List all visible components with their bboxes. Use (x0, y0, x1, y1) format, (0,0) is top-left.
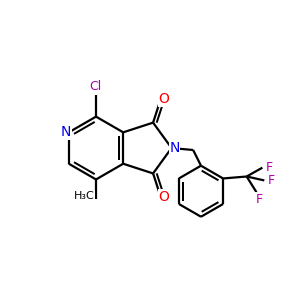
Text: N: N (61, 125, 71, 139)
Text: Cl: Cl (89, 80, 101, 93)
Text: N: N (169, 141, 180, 155)
Text: O: O (158, 92, 169, 106)
Text: F: F (268, 174, 275, 187)
Text: H₃C: H₃C (74, 191, 94, 201)
Text: F: F (266, 161, 273, 174)
Text: F: F (256, 193, 263, 206)
Text: O: O (158, 190, 169, 204)
